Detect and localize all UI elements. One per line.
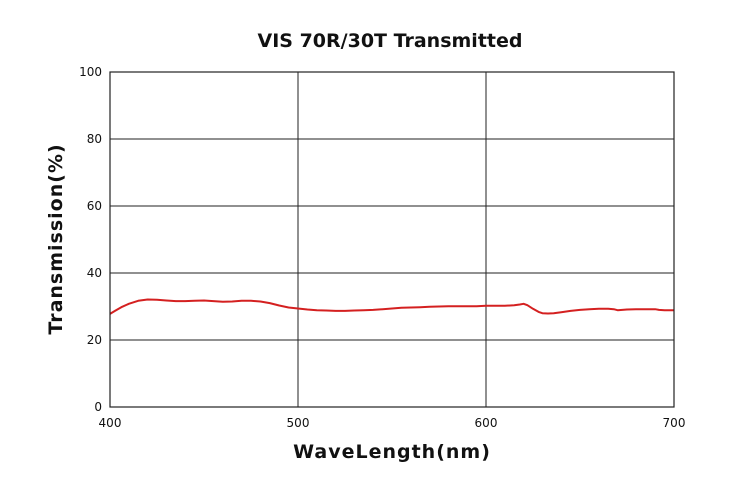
y-tick-label: 60 — [87, 199, 102, 213]
x-axis-label: WaveLength(nm) — [293, 441, 491, 463]
x-tick-label: 600 — [475, 416, 498, 430]
y-tick-label: 40 — [87, 266, 102, 280]
y-tick-label: 80 — [87, 132, 102, 146]
chart-title: VIS 70R/30T Transmitted — [258, 30, 523, 52]
x-tick-label: 400 — [99, 416, 122, 430]
plot-frame — [109, 71, 675, 408]
x-tick-label: 500 — [287, 416, 310, 430]
y-tick-label: 0 — [94, 400, 102, 414]
x-tick-label: 700 — [663, 416, 686, 430]
transmission-line — [109, 298, 674, 315]
grid — [109, 71, 675, 408]
y-axis-ticks: 0 20 40 60 80 100 — [79, 65, 102, 414]
y-axis-label: Transmission(%) — [45, 143, 67, 334]
y-tick-label: 100 — [79, 65, 102, 79]
series-layer — [109, 298, 674, 315]
y-tick-label: 20 — [87, 333, 102, 347]
x-axis-ticks: 400 500 600 700 — [99, 416, 686, 430]
